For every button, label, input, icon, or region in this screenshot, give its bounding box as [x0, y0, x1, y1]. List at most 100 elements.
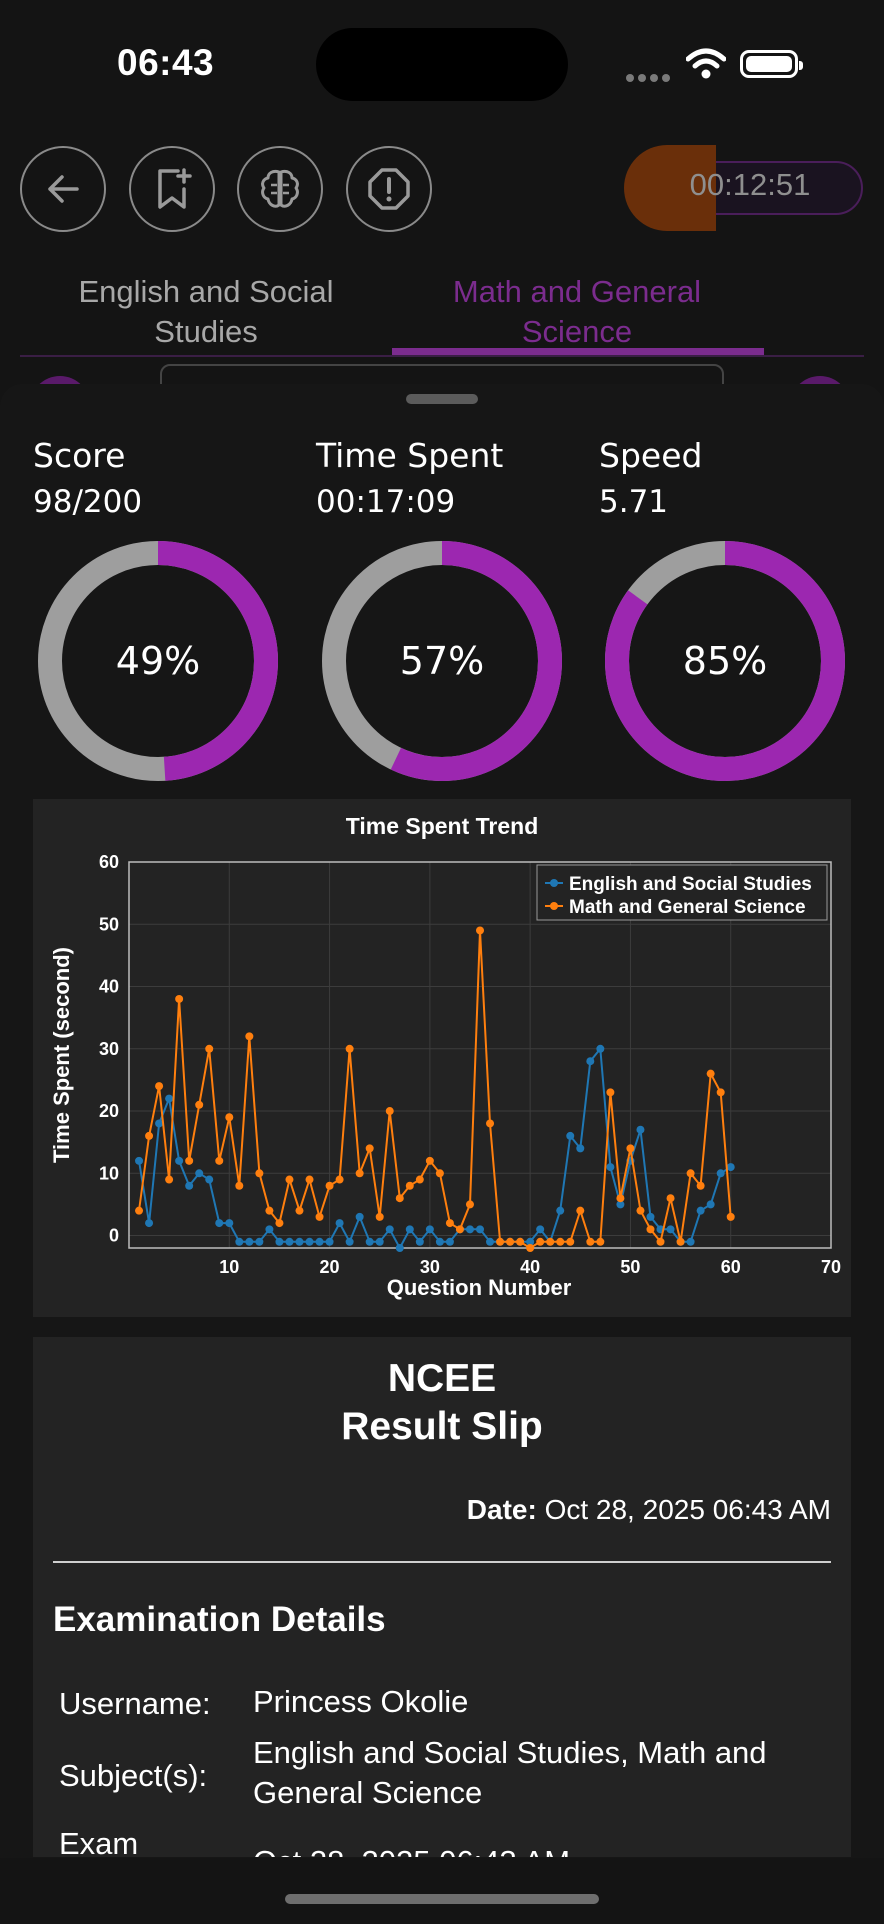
series-math-general-science-point — [185, 1156, 194, 1165]
series-math-general-science-point — [506, 1237, 515, 1246]
series-english-social-studies-point — [636, 1125, 645, 1134]
series-math-general-science-point — [706, 1069, 715, 1078]
series-english-social-studies-point — [185, 1181, 194, 1190]
series-math-general-science-point — [285, 1175, 294, 1184]
series-math-general-science-point — [536, 1237, 545, 1246]
series-math-general-science-point — [265, 1206, 274, 1215]
alert-octagon-icon — [368, 168, 410, 210]
series-english-social-studies-point — [275, 1237, 284, 1246]
series-english-social-studies-point — [155, 1119, 164, 1128]
timer-progress — [624, 145, 716, 231]
x-tick-label: 60 — [721, 1257, 741, 1277]
series-english-social-studies-point — [205, 1175, 214, 1184]
series-english-social-studies-line — [138, 1046, 732, 1251]
series-math-general-science-point — [175, 994, 184, 1003]
series-english-social-studies-point — [345, 1237, 354, 1246]
series-math-general-science-point — [295, 1206, 304, 1215]
series-english-social-studies-point — [405, 1225, 414, 1234]
series-math-general-science-point — [345, 1044, 354, 1053]
series-english-social-studies-point — [285, 1237, 294, 1246]
series-math-general-science-point — [666, 1194, 675, 1203]
ai-help-button[interactable] — [237, 146, 323, 232]
brain-icon — [261, 169, 299, 208]
report-button[interactable] — [346, 146, 432, 232]
status-time: 06:43 — [117, 42, 215, 83]
series-math-general-science-point — [305, 1175, 314, 1184]
series-english-social-studies-point — [476, 1225, 484, 1234]
series-math-general-science-point — [235, 1181, 244, 1190]
series-english-social-studies-point — [576, 1144, 585, 1153]
home-indicator[interactable] — [285, 1894, 599, 1904]
series-english-social-studies-point — [716, 1169, 725, 1178]
series-english-social-studies-point — [295, 1237, 304, 1246]
tab-math-general-science[interactable]: Math and General Science — [452, 274, 702, 349]
exam-details-title: Examination Details — [53, 1600, 386, 1639]
arrow-left-icon — [48, 175, 79, 203]
active-tab-indicator — [392, 348, 764, 355]
series-math-general-science-point — [225, 1113, 234, 1122]
legend-math-general-science: Math and General Science — [569, 897, 806, 918]
series-math-general-science-point — [335, 1175, 344, 1184]
series-english-social-studies-point — [556, 1206, 565, 1215]
series-english-social-studies-point — [526, 1237, 535, 1246]
series-math-general-science-point — [375, 1212, 384, 1221]
timer-text: 00:12:51 — [689, 167, 811, 202]
time-spent-donut: 57% — [322, 541, 562, 781]
sheet-drag-handle[interactable] — [406, 394, 478, 404]
series-math-general-science-point — [245, 1032, 254, 1041]
series-math-general-science-point — [215, 1156, 224, 1165]
series-english-social-studies-point — [365, 1237, 374, 1246]
series-math-general-science-point — [455, 1225, 464, 1234]
series-english-social-studies-point — [325, 1237, 334, 1246]
series-math-general-science-point — [325, 1181, 334, 1190]
series-math-general-science-point — [616, 1194, 625, 1203]
series-math-general-science-point — [445, 1219, 454, 1228]
series-math-general-science-point — [355, 1169, 364, 1178]
series-math-general-science-point — [365, 1144, 374, 1153]
series-english-social-studies-point — [175, 1156, 184, 1165]
series-math-general-science-point — [405, 1181, 414, 1190]
score-donut: 49% — [38, 541, 278, 781]
chart-title: Time Spent Trend — [346, 813, 539, 839]
slip-date-value: Oct 28, 2025 06:43 AM — [544, 1494, 831, 1525]
slip-date: Date: Oct 28, 2025 06:43 AM — [467, 1494, 831, 1526]
series-math-general-science-point — [606, 1088, 615, 1097]
series-english-social-studies-point — [335, 1219, 344, 1228]
slip-divider — [53, 1561, 831, 1563]
subjects-value: English and Social Studies, Math and Gen… — [253, 1735, 767, 1810]
series-english-social-studies-point — [385, 1225, 394, 1234]
series-math-general-science-point — [566, 1237, 575, 1246]
series-english-social-studies-point — [696, 1206, 705, 1215]
bookmark-button[interactable] — [129, 146, 215, 232]
series-math-general-science-point — [195, 1100, 204, 1109]
series-english-social-studies-point — [726, 1163, 735, 1172]
y-tick-label: 20 — [99, 1101, 119, 1121]
slip-date-label: Date: — [466, 1494, 537, 1525]
speed-value: 5.71 — [599, 484, 669, 520]
series-english-social-studies-point — [245, 1237, 254, 1246]
tab-english-social-studies[interactable]: English and Social Studies — [78, 274, 334, 349]
back-button[interactable] — [20, 146, 106, 232]
series-english-social-studies-point — [305, 1237, 314, 1246]
subjects-label: Subject(s): — [59, 1758, 208, 1793]
slip-title-line1: NCEE — [387, 1357, 497, 1400]
series-math-general-science-point — [636, 1206, 645, 1215]
y-axis-label: Time Spent (second) — [49, 947, 74, 1163]
score-label: Score — [33, 436, 126, 475]
exam-date-label: Exam — [59, 1826, 139, 1857]
cellular-signal-icon — [626, 69, 674, 87]
series-math-general-science-point — [686, 1169, 695, 1178]
series-math-general-science-point — [275, 1219, 284, 1228]
series-english-social-studies-point — [145, 1219, 154, 1228]
series-math-general-science-point — [696, 1181, 705, 1190]
y-tick-label: 40 — [99, 977, 119, 997]
series-math-general-science-point — [646, 1225, 655, 1234]
series-english-social-studies-point — [536, 1225, 545, 1234]
series-english-social-studies-point — [265, 1225, 274, 1234]
series-math-general-science-point — [435, 1169, 444, 1178]
series-english-social-studies-point — [586, 1057, 595, 1066]
series-english-social-studies-point — [375, 1237, 384, 1246]
series-english-social-studies-point — [706, 1200, 715, 1209]
slip-title-line2: Result Slip — [341, 1405, 543, 1448]
exam-date-value: Oct 28, 2025 06:43 AM — [253, 1842, 823, 1857]
